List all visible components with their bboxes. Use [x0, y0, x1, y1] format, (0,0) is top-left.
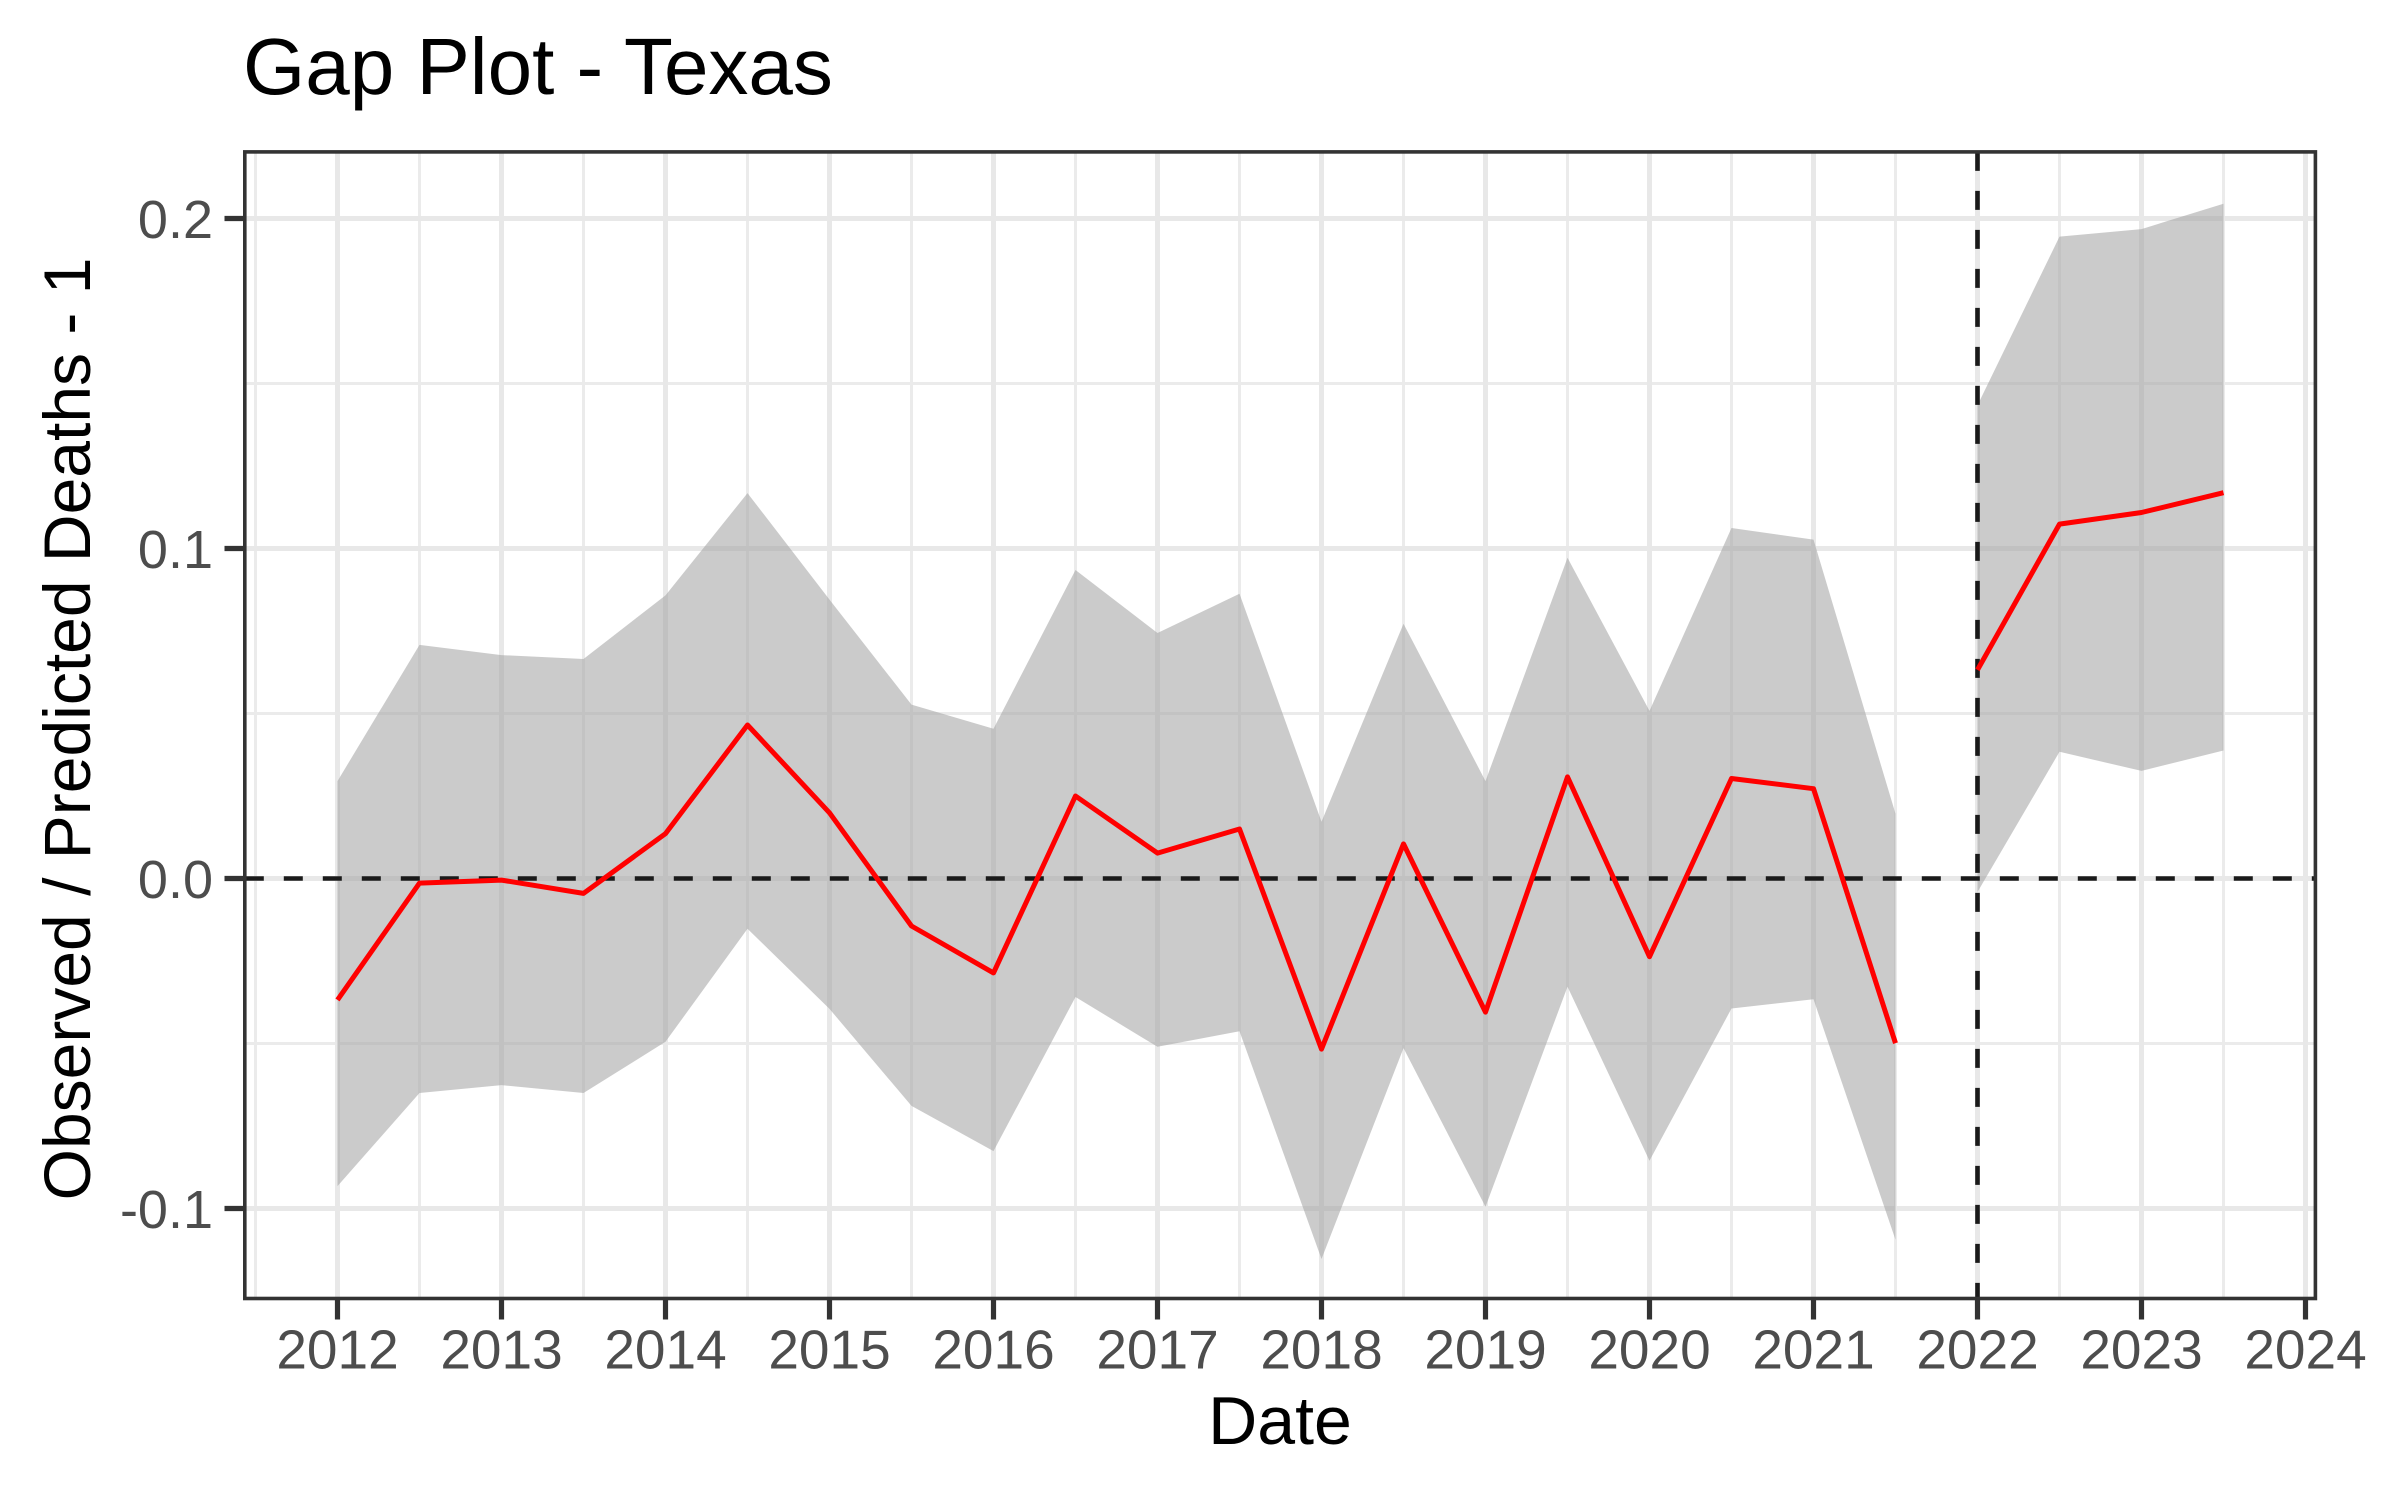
- svg-text:2016: 2016: [932, 1319, 1054, 1381]
- svg-text:0.1: 0.1: [138, 520, 213, 580]
- svg-text:2013: 2013: [440, 1319, 562, 1381]
- svg-text:2023: 2023: [2080, 1319, 2202, 1381]
- svg-text:0.2: 0.2: [138, 190, 213, 250]
- svg-text:2021: 2021: [1752, 1319, 1874, 1381]
- svg-text:2012: 2012: [276, 1319, 398, 1381]
- svg-text:2020: 2020: [1588, 1319, 1710, 1381]
- svg-text:Gap Plot - Texas: Gap Plot - Texas: [243, 22, 833, 111]
- svg-text:0.0: 0.0: [138, 850, 213, 910]
- svg-text:2017: 2017: [1096, 1319, 1218, 1381]
- svg-text:Date: Date: [1208, 1383, 1352, 1459]
- svg-text:-0.1: -0.1: [120, 1180, 213, 1240]
- svg-text:2022: 2022: [1916, 1319, 2038, 1381]
- svg-text:2024: 2024: [2244, 1319, 2366, 1381]
- svg-text:2019: 2019: [1424, 1319, 1546, 1381]
- svg-text:2014: 2014: [604, 1319, 726, 1381]
- svg-text:Observed / Predicted Deaths -: Observed / Predicted Deaths - 1: [30, 258, 104, 1201]
- svg-text:2015: 2015: [768, 1319, 890, 1381]
- svg-text:2018: 2018: [1260, 1319, 1382, 1381]
